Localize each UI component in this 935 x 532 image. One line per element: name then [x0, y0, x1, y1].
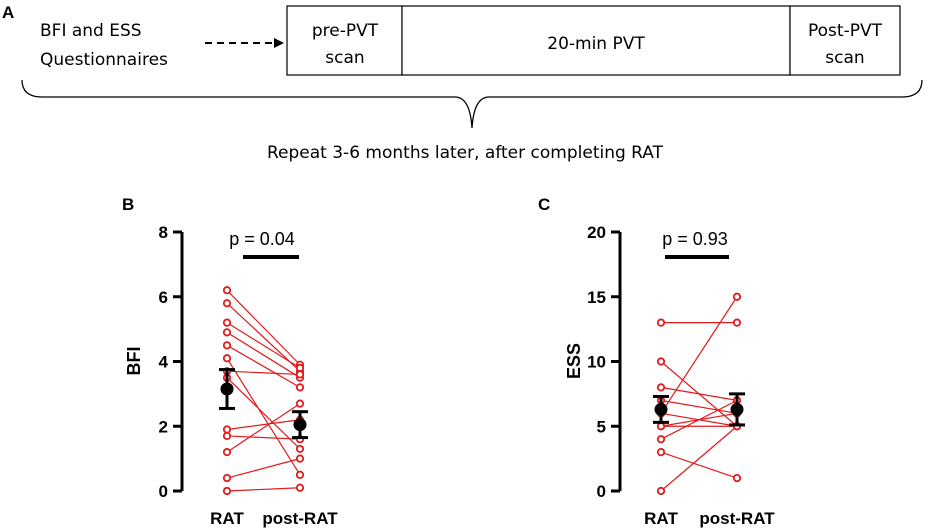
pvt-box — [401, 5, 791, 76]
y-tick-label: 0 — [159, 482, 168, 501]
paired-line — [660, 399, 738, 440]
post-pvt-label-line1: Post-PVT — [808, 21, 883, 41]
pre-pvt-label-line2: scan — [325, 48, 364, 68]
questionnaire-label-line2: Questionnaires — [40, 50, 168, 70]
data-point — [295, 454, 305, 463]
y-tick-label: 20 — [587, 223, 606, 242]
data-point — [295, 470, 305, 479]
mean-marker — [730, 402, 744, 416]
panel-b-letter: B — [122, 195, 134, 214]
paired-line — [226, 344, 301, 388]
questionnaire-label-line1: BFI and ESS — [40, 21, 142, 41]
data-point — [222, 448, 232, 457]
paired-line — [226, 419, 301, 431]
data-point — [656, 357, 666, 366]
panel-a-letter: A — [2, 3, 14, 22]
data-point — [222, 341, 232, 350]
data-point — [222, 354, 232, 363]
y-tick-label: 8 — [159, 223, 168, 242]
mean-marker — [220, 382, 234, 396]
data-point — [656, 486, 666, 496]
x-category-label: post-RAT — [699, 509, 775, 528]
paired-line — [226, 331, 301, 379]
data-point — [732, 473, 742, 483]
data-point — [222, 328, 232, 337]
data-point — [222, 486, 232, 496]
paired-line — [226, 322, 301, 369]
repeat-note: Repeat 3-6 months later, after completin… — [267, 143, 664, 163]
paired-line — [226, 377, 301, 450]
data-point — [295, 370, 305, 379]
panel-b: B 0 2 4 6 8 BFI RAT post-RAT p = 0.04 — [122, 195, 338, 528]
post-pvt-label-line2: scan — [825, 48, 864, 68]
y-axis-title: BFI — [124, 347, 144, 376]
data-point — [732, 292, 742, 301]
data-point — [222, 318, 232, 327]
paired-line — [226, 458, 301, 479]
data-point — [222, 299, 232, 308]
y-axis-title: ESS — [564, 343, 584, 379]
data-point — [222, 425, 232, 434]
data-point — [295, 383, 305, 392]
panel-a: A BFI and ESS Questionnaires pre-PVT sca… — [2, 3, 923, 163]
paired-line — [226, 289, 301, 366]
paired-line — [226, 370, 301, 376]
data-point — [295, 444, 305, 454]
panel-c-letter: C — [538, 195, 550, 214]
y-tick-label: 10 — [587, 353, 606, 372]
chart-ess: 0 5 10 15 20 ESS RAT post-RAT p = 0.93 — [564, 223, 775, 528]
y-tick-label: 4 — [159, 353, 169, 372]
paired-line — [660, 451, 738, 479]
post-pvt-box — [789, 5, 901, 76]
data-point — [656, 383, 666, 392]
p-value-label: p = 0.93 — [662, 229, 728, 249]
curly-brace-icon — [21, 79, 923, 129]
paired-line — [226, 403, 301, 453]
data-point — [656, 435, 666, 444]
paired-line — [226, 487, 301, 492]
data-point — [656, 422, 666, 431]
pvt-label: 20-min PVT — [547, 34, 645, 54]
paired-line — [226, 357, 301, 476]
data-point — [295, 483, 305, 492]
dashed-arrow-icon — [205, 38, 284, 48]
mean-marker — [293, 418, 307, 432]
paired-line — [660, 425, 738, 492]
data-point — [732, 318, 742, 327]
pre-pvt-label-line1: pre-PVT — [312, 21, 379, 41]
y-tick-label: 5 — [597, 417, 606, 436]
x-category-label: post-RAT — [262, 509, 338, 528]
y-tick-label: 0 — [597, 482, 606, 501]
data-point — [656, 318, 666, 327]
mean-marker — [654, 402, 668, 416]
y-tick-label: 15 — [587, 288, 606, 307]
data-point — [295, 363, 305, 373]
paired-line — [660, 296, 738, 414]
paired-line — [226, 435, 301, 440]
p-value-label: p = 0.04 — [229, 229, 295, 249]
data-point — [656, 448, 666, 457]
data-point — [222, 431, 232, 441]
y-tick-label: 6 — [159, 288, 168, 307]
x-category-label: RAT — [210, 509, 244, 528]
paired-line — [660, 399, 738, 414]
data-point — [222, 286, 232, 295]
paired-line — [660, 386, 738, 401]
pre-pvt-box — [286, 5, 403, 76]
y-tick-label: 2 — [159, 417, 168, 436]
data-point — [295, 399, 305, 408]
data-point — [222, 473, 232, 483]
panel-c: C 0 5 10 15 20 ESS RAT post-RAT p = 0.93 — [538, 195, 775, 528]
x-category-label: RAT — [644, 509, 678, 528]
chart-bfi: 0 2 4 6 8 BFI RAT post-RAT p = 0.04 — [124, 223, 338, 528]
